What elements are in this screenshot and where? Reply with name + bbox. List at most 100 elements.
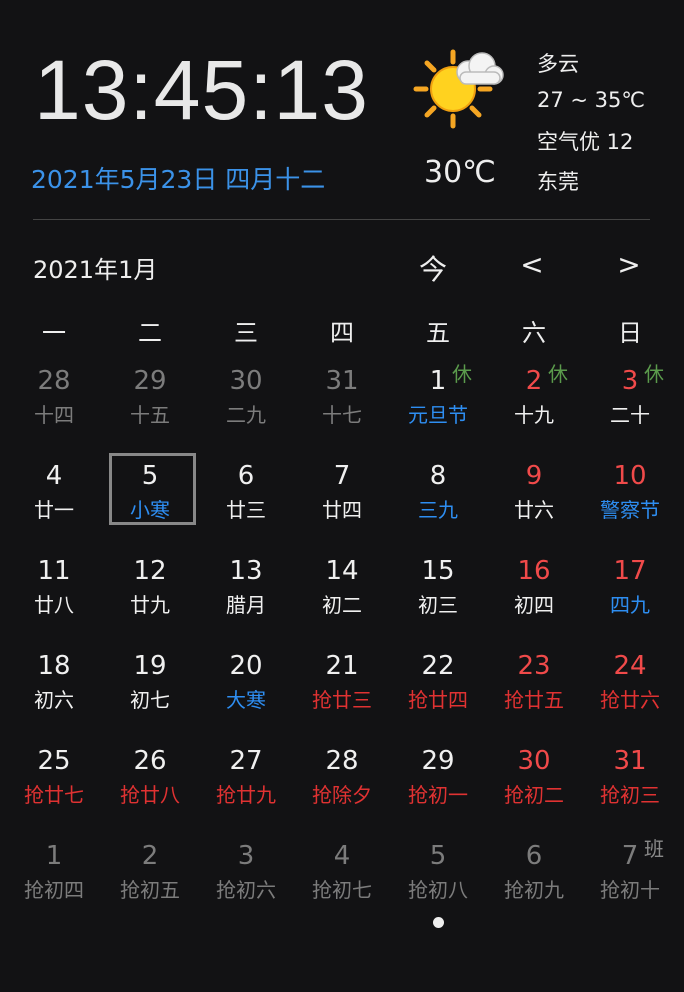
day-number: 31 xyxy=(325,366,359,396)
lunar-label: 抢廿八 xyxy=(120,783,180,807)
day-cell[interactable]: 29 抢初一 xyxy=(390,734,486,829)
lunar-label: 十四 xyxy=(34,403,74,427)
day-cell[interactable]: 29 十五 xyxy=(102,354,198,449)
weekday-header: 二 xyxy=(138,319,162,347)
day-cell[interactable]: 20 大寒 xyxy=(198,639,294,734)
day-number: 23 xyxy=(517,651,551,681)
temperature-range: 27 ~ 35℃ xyxy=(537,88,645,112)
day-number: 6 xyxy=(525,841,543,871)
day-number: 30 xyxy=(517,746,551,776)
day-cell[interactable]: 4 抢初七 xyxy=(294,829,390,924)
day-number: 3 xyxy=(237,841,255,871)
weekday-header: 一 xyxy=(42,319,66,347)
city: 东莞 xyxy=(537,170,579,194)
lunar-label: 抢初二 xyxy=(504,783,564,807)
prev-month-button[interactable]: < xyxy=(520,248,544,281)
day-number: 2 xyxy=(141,841,159,871)
day-number: 24 xyxy=(613,651,647,681)
lunar-label: 廿一 xyxy=(34,498,74,522)
day-cell[interactable]: 13 腊月 xyxy=(198,544,294,639)
day-cell[interactable]: 1 元旦节 休 xyxy=(390,354,486,449)
lunar-label: 大寒 xyxy=(226,688,266,712)
weather-condition: 多云 xyxy=(537,52,579,76)
day-number: 8 xyxy=(429,461,447,491)
lunar-label: 初四 xyxy=(514,593,554,617)
day-cell[interactable]: 7 廿四 xyxy=(294,449,390,544)
day-number: 6 xyxy=(237,461,255,491)
next-month-button[interactable]: > xyxy=(617,248,641,281)
day-number: 7 xyxy=(333,461,351,491)
lunar-label: 初六 xyxy=(34,688,74,712)
page-indicator-dot[interactable] xyxy=(433,917,444,928)
lunar-label: 抢廿六 xyxy=(600,688,660,712)
day-cell[interactable]: 27 抢廿九 xyxy=(198,734,294,829)
day-cell[interactable]: 31 十七 xyxy=(294,354,390,449)
holiday-badge: 休 xyxy=(644,362,664,386)
day-cell[interactable]: 3 二十 休 xyxy=(582,354,678,449)
divider xyxy=(33,219,650,220)
day-number: 18 xyxy=(37,651,71,681)
day-cell[interactable]: 24 抢廿六 xyxy=(582,639,678,734)
day-cell[interactable]: 23 抢廿五 xyxy=(486,639,582,734)
day-cell[interactable]: 21 抢廿三 xyxy=(294,639,390,734)
day-cell[interactable]: 19 初七 xyxy=(102,639,198,734)
day-cell[interactable]: 6 抢初九 xyxy=(486,829,582,924)
weekday-header: 四 xyxy=(330,319,354,347)
sun-cloud-icon xyxy=(408,44,508,134)
day-number: 3 xyxy=(621,366,639,396)
day-number: 22 xyxy=(421,651,455,681)
day-cell[interactable]: 26 抢廿八 xyxy=(102,734,198,829)
day-cell[interactable]: 2 抢初五 xyxy=(102,829,198,924)
weekday-header: 日 xyxy=(618,319,642,347)
lunar-label: 初七 xyxy=(130,688,170,712)
day-cell[interactable]: 5 抢初八 xyxy=(390,829,486,924)
day-cell[interactable]: 25 抢廿七 xyxy=(6,734,102,829)
day-cell[interactable]: 31 抢初三 xyxy=(582,734,678,829)
day-cell[interactable]: 8 三九 xyxy=(390,449,486,544)
lunar-label: 抢廿三 xyxy=(312,688,372,712)
today-button[interactable]: 今 xyxy=(418,253,447,286)
day-cell[interactable]: 11 廿八 xyxy=(6,544,102,639)
holiday-badge: 班 xyxy=(644,837,664,861)
day-cell[interactable]: 5 小寒 xyxy=(102,449,198,544)
day-cell[interactable]: 16 初四 xyxy=(486,544,582,639)
day-cell[interactable]: 28 抢除夕 xyxy=(294,734,390,829)
day-cell[interactable]: 1 抢初四 xyxy=(6,829,102,924)
day-number: 4 xyxy=(333,841,351,871)
day-cell[interactable]: 2 十九 休 xyxy=(486,354,582,449)
day-cell[interactable]: 30 抢初二 xyxy=(486,734,582,829)
lunar-label: 抢初七 xyxy=(312,878,372,902)
day-cell[interactable]: 7 抢初十 班 xyxy=(582,829,678,924)
day-cell[interactable]: 22 抢廿四 xyxy=(390,639,486,734)
day-cell[interactable]: 6 廿三 xyxy=(198,449,294,544)
day-cell[interactable]: 15 初三 xyxy=(390,544,486,639)
day-number: 7 xyxy=(621,841,639,871)
lunar-label: 抢廿七 xyxy=(24,783,84,807)
day-cell[interactable]: 4 廿一 xyxy=(6,449,102,544)
lunar-label: 初二 xyxy=(322,593,362,617)
lunar-label: 抢廿五 xyxy=(504,688,564,712)
day-cell[interactable]: 30 二九 xyxy=(198,354,294,449)
day-number: 27 xyxy=(229,746,263,776)
day-cell[interactable]: 14 初二 xyxy=(294,544,390,639)
lunar-label: 抢廿四 xyxy=(408,688,468,712)
lunar-label: 抢初十 xyxy=(600,878,660,902)
day-number: 2 xyxy=(525,366,543,396)
day-cell[interactable]: 10 警察节 xyxy=(582,449,678,544)
day-cell[interactable]: 28 十四 xyxy=(6,354,102,449)
day-cell[interactable]: 9 廿六 xyxy=(486,449,582,544)
lunar-label: 抢廿九 xyxy=(216,783,276,807)
day-cell[interactable]: 18 初六 xyxy=(6,639,102,734)
current-date: 2021年5月23日 四月十二 xyxy=(31,165,326,194)
weekday-header: 五 xyxy=(426,319,450,347)
lunar-label: 十七 xyxy=(322,403,362,427)
day-cell[interactable]: 17 四九 xyxy=(582,544,678,639)
calendar-grid: 一二三四五六日 28 十四 29 十五 30 二九 31 十七 1 元旦节休 2 十九休 3 二十休 4 廿一 5… xyxy=(6,312,678,924)
day-number: 9 xyxy=(525,461,543,491)
day-number: 29 xyxy=(421,746,455,776)
day-number: 5 xyxy=(141,461,159,491)
day-cell[interactable]: 3 抢初六 xyxy=(198,829,294,924)
day-number: 31 xyxy=(613,746,647,776)
day-cell[interactable]: 12 廿九 xyxy=(102,544,198,639)
day-number: 19 xyxy=(133,651,167,681)
